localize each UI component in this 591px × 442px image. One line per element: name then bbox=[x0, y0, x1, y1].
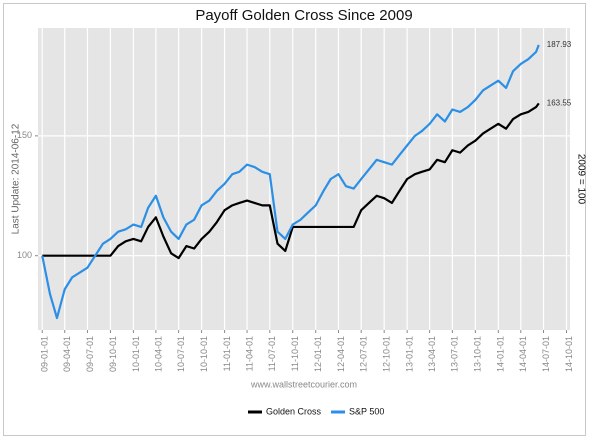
series-line bbox=[42, 102, 540, 260]
chart-title: Payoff Golden Cross Since 2009 bbox=[195, 7, 412, 24]
x-tick-label: 10-01-01 bbox=[131, 336, 141, 372]
x-tick-label: 10-07-01 bbox=[176, 336, 186, 372]
x-tick-label: 11-01-01 bbox=[222, 336, 232, 371]
x-tick-label: 14-01-01 bbox=[496, 336, 506, 372]
x-tick-label: 09-07-01 bbox=[85, 336, 95, 372]
x-tick-label: 13-07-01 bbox=[450, 336, 460, 372]
x-tick-label: 14-10-01 bbox=[564, 336, 574, 372]
x-tick-label: 11-10-01 bbox=[290, 336, 300, 371]
x-tick-label: 09-04-01 bbox=[62, 336, 72, 372]
legend-label: Golden Cross bbox=[266, 406, 322, 416]
x-tick-label: 14-07-01 bbox=[541, 336, 551, 372]
x-tick-label: 11-04-01 bbox=[244, 336, 254, 371]
x-tick-label: 12-07-01 bbox=[359, 336, 369, 372]
y-axis-label: Last Update: 2014-06-12 bbox=[11, 123, 22, 234]
x-tick-label: 13-10-01 bbox=[473, 336, 483, 372]
x-tick-label: 13-04-01 bbox=[427, 336, 437, 372]
series-line bbox=[41, 44, 540, 320]
x-tick-label: 10-04-01 bbox=[153, 336, 163, 372]
x-tick-label: 12-04-01 bbox=[336, 336, 346, 372]
legend-label: S&P 500 bbox=[349, 406, 384, 416]
series-lines bbox=[41, 44, 540, 320]
x-tick-label: 09-10-01 bbox=[108, 336, 118, 372]
y2-axis-label: 2009 = 100 bbox=[575, 154, 586, 205]
x-tick-label: 12-10-01 bbox=[382, 336, 392, 372]
x-tick-label: 12-01-01 bbox=[313, 336, 323, 372]
watermark: www.wallstreetcourier.com bbox=[250, 379, 357, 389]
y-tick-label: 150 bbox=[17, 130, 32, 140]
x-tick-label: 09-01-01 bbox=[40, 336, 50, 372]
x-tick-label: 10-10-01 bbox=[199, 336, 209, 372]
x-tick-label: 11-07-01 bbox=[267, 336, 277, 371]
plot-panel bbox=[38, 28, 570, 330]
end-value-label: 187.93 bbox=[547, 40, 572, 49]
x-tick-label: 14-04-01 bbox=[518, 336, 528, 372]
x-tick-label: 13-01-01 bbox=[405, 336, 415, 372]
y-tick-label: 100 bbox=[17, 250, 32, 260]
end-value-label: 163.55 bbox=[547, 98, 572, 107]
